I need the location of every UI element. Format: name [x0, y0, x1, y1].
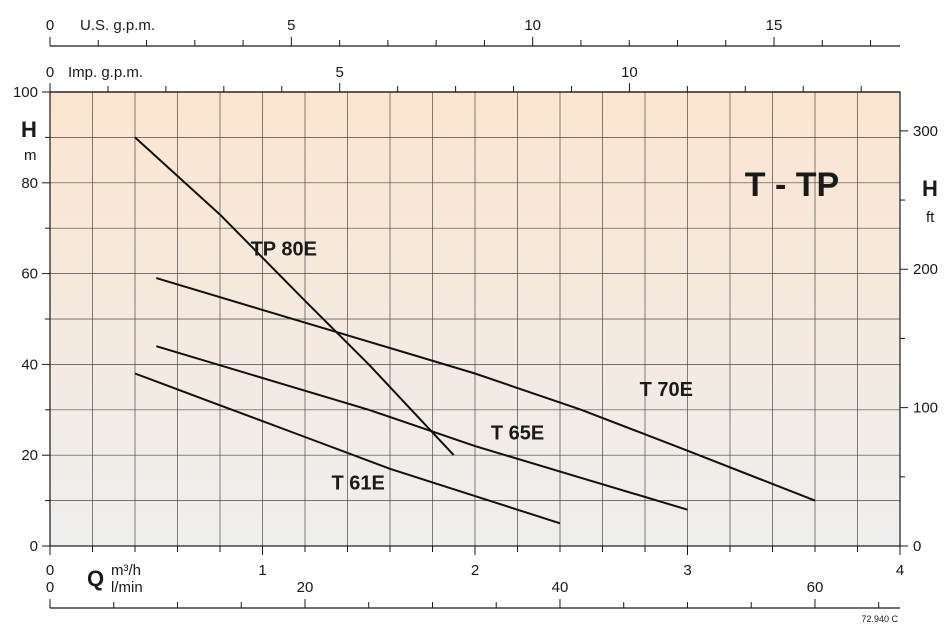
pump-curves: TP 80E T 70E T 65E T 61E	[134, 136, 816, 525]
axis-unit-us-gpm: U.S. g.p.m.	[80, 17, 155, 34]
chart-title: T - TP	[745, 166, 839, 204]
lpm-tick-label: 0	[46, 579, 54, 596]
us-gpm-tick-label: 5	[287, 17, 295, 34]
curve-label-t-65e: T 65E	[491, 422, 544, 444]
axis-unit-imp-gpm: Imp. g.p.m.	[68, 64, 143, 81]
m3h-tick-label: 4	[896, 562, 904, 579]
ft-tick-label: 100	[913, 400, 938, 417]
y-axis-unit-left: m	[24, 147, 37, 164]
head-m-axis: 0 20 40 60 80 100	[13, 84, 50, 555]
us-gpm-tick-label: 10	[524, 17, 541, 34]
x-axis-label-q: Q	[87, 566, 104, 591]
m3h-tick-label: 1	[258, 562, 266, 579]
imp-gpm-tick-label: 10	[621, 64, 638, 81]
curve-t-65e	[156, 345, 688, 511]
us-gpm-tick-label: 15	[766, 17, 783, 34]
head-ft-axis: 0 100 200 300	[900, 123, 938, 555]
x-axis-unit-lpm: l/min	[111, 579, 143, 596]
curve-label-tp-80e: TP 80E	[251, 238, 317, 260]
imp-gpm-tick-label: 5	[336, 64, 344, 81]
m-tick-label: 20	[21, 447, 38, 464]
y-axis-label-right: H	[922, 176, 938, 201]
flow-m3h-axis: 0 1 2 3 4	[46, 546, 904, 579]
m-tick-label: 80	[21, 175, 38, 192]
m3h-tick-label: 3	[683, 562, 691, 579]
us-gpm-axis: 0 5 10 15	[46, 17, 900, 47]
grid-lines	[50, 92, 900, 546]
us-gpm-tick-label: 0	[46, 17, 54, 34]
lpm-tick-label: 20	[297, 579, 314, 596]
m3h-tick-label: 0	[46, 562, 54, 579]
y-axis-label-left: H	[21, 117, 37, 142]
m-tick-label: 60	[21, 266, 38, 283]
flow-lpm-axis: 0 20 40 60	[46, 579, 900, 609]
lpm-tick-label: 60	[807, 579, 824, 596]
ft-tick-label: 0	[913, 538, 921, 555]
lpm-tick-label: 40	[552, 579, 569, 596]
x-axis-unit-m3h: m³/h	[111, 562, 141, 579]
ft-tick-label: 300	[913, 123, 938, 140]
m-tick-label: 0	[30, 538, 38, 555]
drawing-reference: 72.940 C	[861, 614, 898, 624]
imp-gpm-axis: 0 5 10	[46, 64, 900, 93]
m-tick-label: 100	[13, 84, 38, 101]
curve-t-70e	[156, 277, 816, 502]
ft-tick-label: 200	[913, 261, 938, 278]
curve-t-61e	[134, 372, 561, 525]
curve-label-t-61e: T 61E	[331, 472, 384, 494]
imp-gpm-tick-label: 0	[46, 64, 54, 81]
curve-label-t-70e: T 70E	[640, 379, 693, 401]
y-axis-unit-right: ft	[926, 209, 935, 226]
m-tick-label: 40	[21, 356, 38, 373]
m3h-tick-label: 2	[471, 562, 479, 579]
